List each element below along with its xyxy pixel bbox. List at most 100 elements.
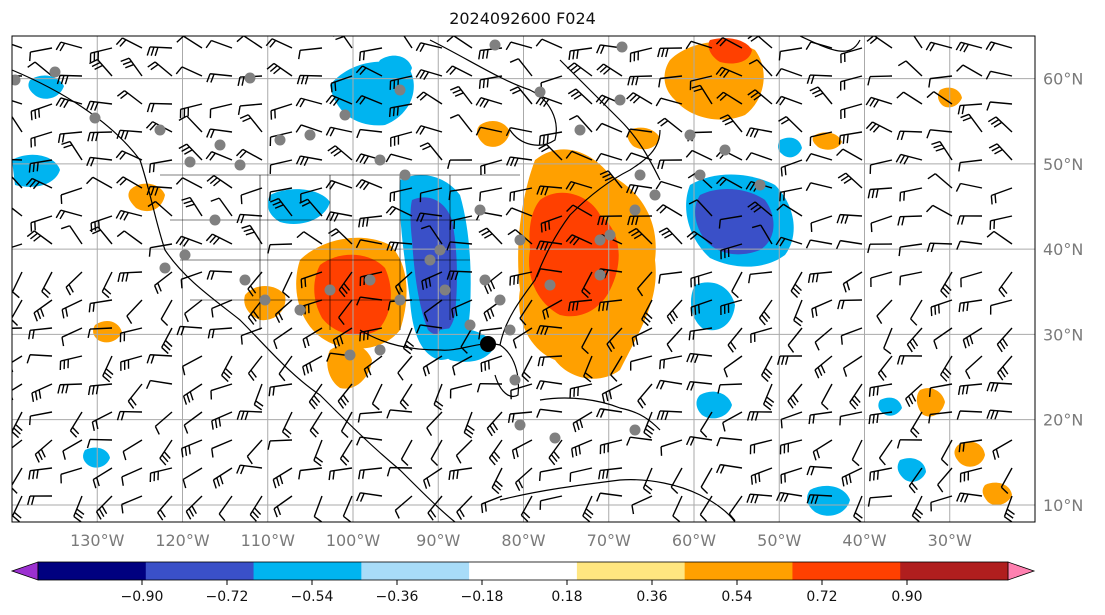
wind-barb — [787, 383, 803, 409]
wind-barb — [272, 467, 293, 489]
station-marker — [494, 294, 506, 306]
wind-barb — [59, 355, 83, 371]
wind-barb — [180, 439, 203, 458]
wind-barb — [116, 176, 143, 189]
wind-barb — [295, 124, 323, 133]
wind-barb — [998, 271, 1013, 298]
wind-barb — [628, 227, 653, 245]
wind-barb — [691, 84, 713, 105]
wind-barb — [809, 131, 833, 147]
wind-barb — [302, 327, 323, 349]
station-marker — [504, 324, 516, 336]
wind-barb — [657, 117, 683, 133]
wind-barb — [793, 299, 803, 327]
wind-barb — [30, 103, 53, 121]
wind-barb — [183, 411, 203, 434]
wind-barb — [878, 439, 893, 466]
latitude-label: 20°N — [1043, 411, 1083, 430]
wind-barb — [655, 180, 683, 190]
wind-barb — [28, 411, 53, 426]
wind-barb — [239, 114, 263, 133]
cold-anomaly-tropics-3 — [878, 397, 902, 416]
wind-barb — [637, 383, 653, 409]
wind-barb — [95, 495, 113, 520]
wind-barb — [210, 383, 233, 400]
wind-barb — [597, 215, 623, 226]
wind-barb — [539, 495, 563, 510]
wind-barb — [205, 151, 233, 161]
cold-anomaly-bc — [267, 189, 330, 224]
wind-barb — [840, 327, 863, 345]
wind-barb — [57, 131, 83, 144]
wind-barb — [456, 495, 473, 520]
wind-barb — [535, 95, 563, 108]
wind-barb — [536, 324, 563, 336]
wind-barb — [865, 96, 893, 108]
wind-barb — [626, 128, 653, 138]
wind-barb — [690, 271, 713, 288]
wind-barb — [182, 467, 203, 489]
station-marker — [549, 432, 561, 444]
wind-barb — [161, 327, 173, 355]
cold-anomaly-tropics-2 — [807, 485, 850, 516]
colorbar-tick-label: −0.72 — [206, 589, 249, 605]
station-marker — [629, 424, 641, 436]
wind-barb — [146, 102, 173, 113]
wind-barb — [452, 355, 473, 376]
wind-barb — [747, 89, 773, 105]
station-marker — [574, 124, 586, 136]
cold-core-central-us — [410, 197, 457, 335]
wind-barb — [221, 355, 233, 383]
wind-barb — [928, 411, 953, 424]
wind-barb — [12, 99, 23, 105]
station-marker — [509, 374, 521, 386]
wind-barb — [568, 115, 593, 133]
station-marker — [634, 169, 646, 181]
wind-barb — [415, 42, 443, 53]
wind-barb — [41, 271, 53, 299]
wind-barb — [12, 327, 23, 329]
wind-barb — [806, 494, 833, 504]
station-marker — [399, 169, 411, 181]
colorbar-tick-label: −0.90 — [121, 589, 164, 605]
wind-barb — [926, 129, 953, 139]
wind-barb — [61, 299, 83, 319]
wind-barb — [27, 61, 53, 77]
map-frame — [11, 35, 1036, 523]
wind-barb — [839, 411, 863, 426]
wind-barb — [55, 97, 83, 109]
wind-barb — [905, 383, 923, 408]
wind-barb — [73, 495, 85, 522]
wind-barb — [120, 495, 143, 514]
wind-barb — [720, 243, 743, 260]
wind-barb — [506, 156, 533, 167]
wind-barb — [273, 327, 293, 350]
station-markers — [12, 39, 766, 444]
wind-barb — [419, 142, 443, 161]
wind-barb — [28, 159, 53, 173]
wind-barb — [779, 187, 803, 202]
wind-barb — [787, 327, 803, 353]
station-marker — [89, 112, 101, 124]
station-marker — [514, 234, 526, 246]
wind-barb — [928, 75, 953, 88]
warm-anomaly-newfoundland — [627, 127, 660, 150]
wind-barb — [355, 95, 383, 105]
wind-barb — [433, 383, 444, 411]
station-marker — [594, 269, 606, 281]
wind-barb — [955, 41, 983, 53]
wind-barb — [540, 215, 563, 233]
wind-barb — [840, 47, 863, 64]
wind-barb — [386, 409, 413, 419]
wind-barb — [480, 355, 503, 373]
wind-barb — [895, 153, 923, 165]
map-title: 2024092600 F024 — [449, 9, 596, 28]
wind-barb — [29, 47, 53, 62]
wind-barb — [599, 170, 623, 189]
wind-barb — [475, 97, 503, 108]
wind-barb — [958, 159, 983, 172]
wind-barb — [542, 299, 563, 320]
wind-barb — [87, 383, 113, 396]
cold-anomaly-e-atlantic — [777, 137, 802, 158]
wind-barb — [12, 271, 23, 299]
